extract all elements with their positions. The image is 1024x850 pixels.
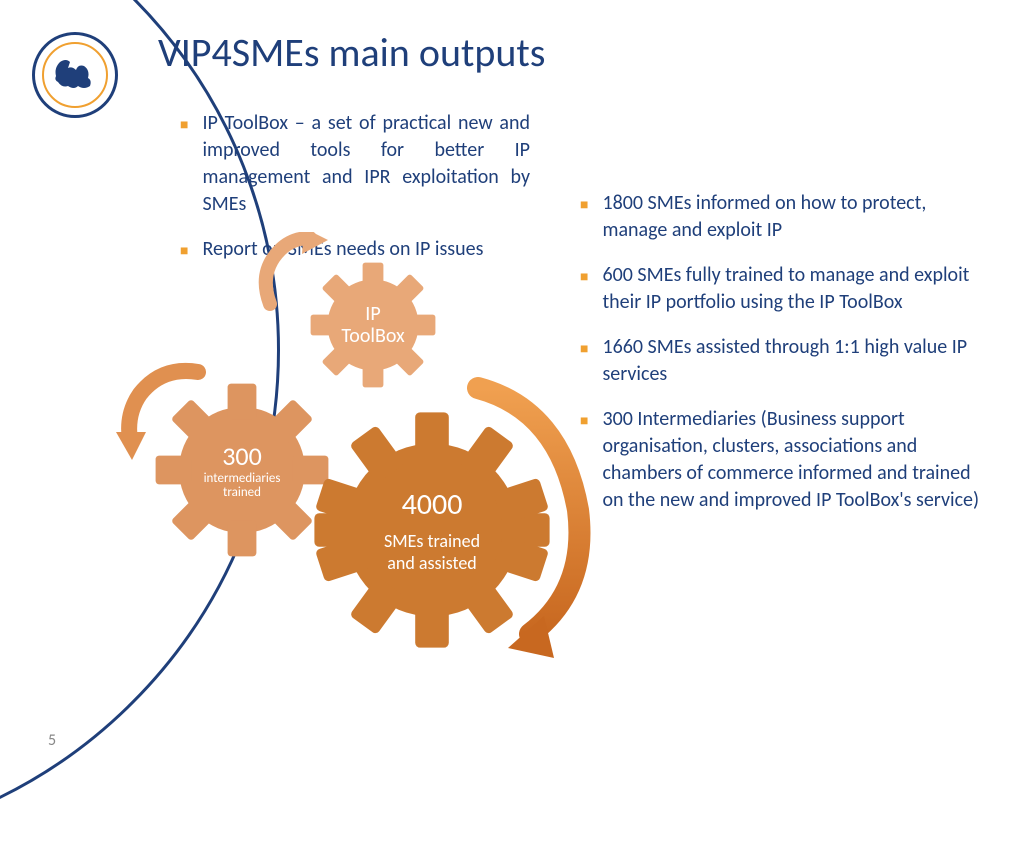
right-bullet-list: ■ 1800 SMEs informed on how to protect, … (580, 190, 980, 532)
list-item: ■ IP ToolBox – a set of practical new an… (180, 110, 530, 218)
gear-label: intermediaries (204, 472, 281, 486)
bullet-text: IP ToolBox – a set of practical new and … (202, 110, 530, 218)
page-number: 5 (48, 731, 56, 750)
bullet-text: 300 Intermediaries (Business support org… (602, 406, 980, 514)
bullet-icon: ■ (580, 196, 588, 244)
list-item: ■ 1800 SMEs informed on how to protect, … (580, 190, 980, 244)
gear-label: ToolBox (341, 325, 404, 347)
list-item: ■ 1660 SMEs assisted through 1:1 high va… (580, 334, 980, 388)
gear-value: 4000 (384, 486, 480, 523)
bullet-text: 600 SMEs fully trained to manage and exp… (602, 262, 980, 316)
europe-icon (48, 48, 102, 102)
gear-intermediaries: 300 intermediaries trained (152, 380, 332, 560)
list-item: ■ 600 SMEs fully trained to manage and e… (580, 262, 980, 316)
gear-label: trained (204, 486, 281, 500)
gear-value: 300 (204, 440, 281, 472)
gear-smes: 4000 SMEs trained and assisted (312, 410, 552, 650)
bullet-text: 1800 SMEs informed on how to protect, ma… (602, 190, 980, 244)
gear-label: IP (341, 303, 404, 325)
bullet-icon: ■ (180, 116, 188, 218)
gear-label: and assisted (384, 553, 480, 575)
list-item: ■ 300 Intermediaries (Business support o… (580, 406, 980, 514)
gear-ip-toolbox: IP ToolBox (308, 260, 438, 390)
gear-label: SMEs trained (384, 531, 480, 553)
gears-diagram: IP ToolBox 300 intermediaries trained (130, 250, 590, 690)
page-title: VIP4SMEs main outputs (158, 28, 545, 77)
bullet-text: 1660 SMEs assisted through 1:1 high valu… (602, 334, 980, 388)
logo (32, 32, 118, 118)
